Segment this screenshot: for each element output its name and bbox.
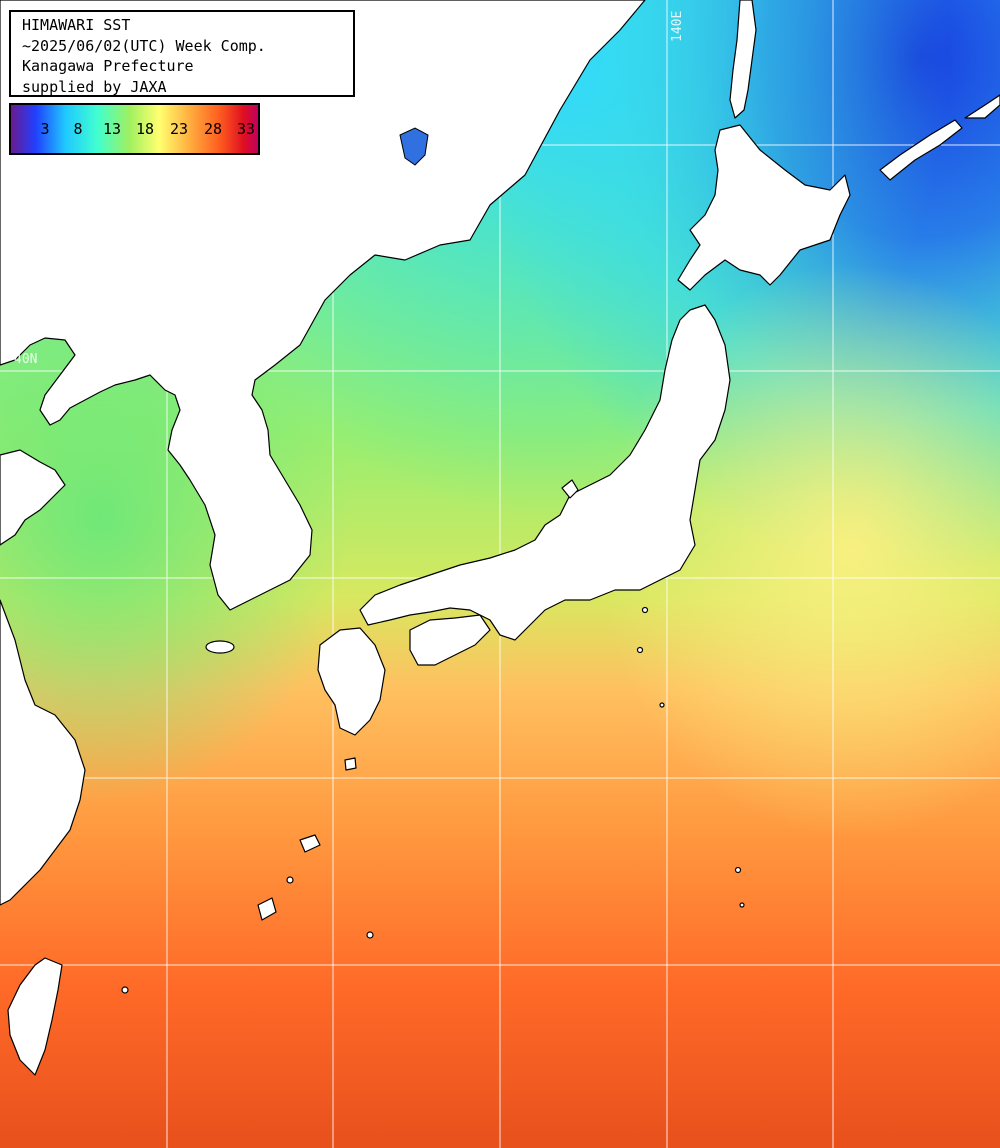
legend-tick: 13: [102, 120, 122, 138]
legend-tick: 18: [135, 120, 155, 138]
kuril-islands: [879, 119, 963, 181]
region-name: Kanagawa Prefecture: [22, 57, 194, 75]
lake-khanka: [399, 127, 429, 166]
shikoku-island: [409, 614, 491, 666]
taiwan-island: [7, 957, 63, 1076]
latitude-label: 40N: [14, 352, 38, 367]
jeju-island: [205, 640, 235, 654]
kuril-islands: [964, 94, 1000, 119]
ryukyu-island: [299, 834, 321, 853]
legend-tick: 8: [73, 120, 83, 138]
china-coast: [0, 449, 66, 546]
izu-island: [659, 702, 665, 708]
info-box: HIMAWARI SST ~2025/06/02(UTC) Week Comp.…: [9, 10, 355, 97]
map-title: HIMAWARI SST: [22, 16, 131, 34]
ryukyu-island: [344, 757, 357, 771]
temperature-legend: 3 8 13 18 23 28 33: [9, 103, 260, 155]
legend-tick: 33: [236, 120, 256, 138]
ryukyu-island: [257, 897, 277, 921]
composite-period: ~2025/06/02(UTC) Week Comp.: [22, 36, 266, 55]
ryukyu-island: [286, 876, 294, 884]
honshu-island: [359, 304, 731, 641]
kyushu-island: [317, 627, 386, 736]
izu-island: [636, 646, 644, 654]
ryukyu-island: [121, 986, 129, 994]
longitude-label: 140E: [670, 10, 685, 42]
sado-island: [561, 479, 579, 499]
data-credit: supplied by JAXA: [22, 77, 167, 96]
izu-island: [641, 606, 649, 614]
legend-colorbar: [11, 105, 258, 153]
izu-island: [734, 866, 742, 874]
legend-tick: 28: [203, 120, 223, 138]
legend-tick: 23: [169, 120, 189, 138]
sakhalin-island: [729, 0, 757, 119]
ryukyu-island: [366, 931, 374, 939]
izu-island: [739, 902, 745, 908]
china-coast-south: [0, 599, 86, 906]
hokkaido-island: [677, 124, 851, 291]
legend-tick: 3: [40, 120, 50, 138]
